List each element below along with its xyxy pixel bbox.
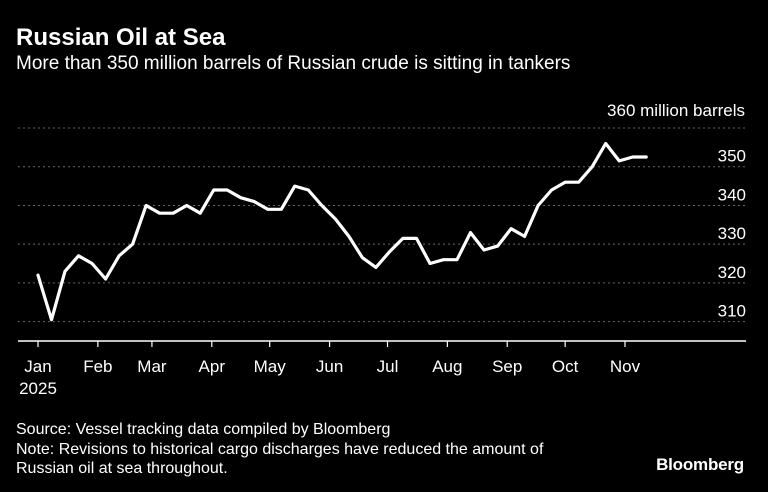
x-tick-label-Aug: Aug [432,357,462,376]
x-tick-label-Nov: Nov [610,357,641,376]
x-tick-label-Oct: Oct [552,357,579,376]
x-tick-label-Jan: Jan [24,357,51,376]
y-axis-unit-label: 360 million barrels [607,101,745,120]
y-tick-label-310: 310 [718,302,746,321]
chart-title: Russian Oil at Sea [16,24,226,51]
series-line-0 [36,141,648,322]
bloomberg-logo: Bloomberg [656,455,744,474]
source-note: Source: Vessel tracking data compiled by… [16,421,391,438]
y-tick-label-330: 330 [718,224,746,243]
chart-subtitle: More than 350 million barrels of Russian… [16,53,571,74]
x-tick-year-label: 2025 [19,379,57,398]
x-tick-label-Jun: Jun [316,357,343,376]
x-tick-label-May: May [254,357,287,376]
footnote-line-1: Note: Revisions to historical cargo disc… [16,441,544,458]
x-tick-label-Mar: Mar [137,357,167,376]
x-tick-label-Jul: Jul [377,357,399,376]
x-tick-label-Sep: Sep [492,357,522,376]
x-tick-label-Feb: Feb [83,357,112,376]
footnote-line-2: Russian oil at sea throughout. [16,460,228,477]
y-tick-label-340: 340 [718,185,746,204]
y-tick-label-320: 320 [718,263,746,282]
y-tick-label-350: 350 [718,147,746,166]
x-tick-label-Apr: Apr [199,357,226,376]
